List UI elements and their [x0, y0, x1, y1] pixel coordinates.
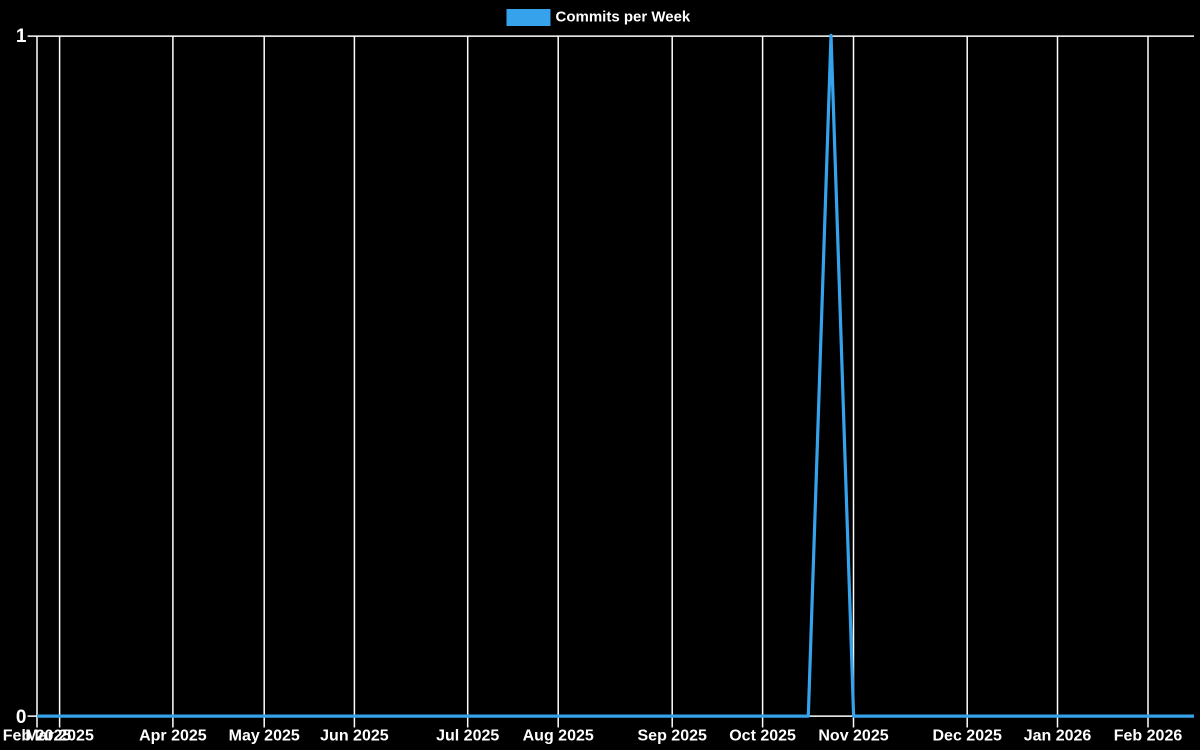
svg-text:May 2025: May 2025	[229, 728, 300, 745]
svg-text:Commits per Week: Commits per Week	[556, 8, 691, 25]
svg-text:Mar 2025: Mar 2025	[25, 728, 94, 745]
svg-text:Oct 2025: Oct 2025	[729, 728, 796, 745]
svg-text:Dec 2025: Dec 2025	[933, 728, 1002, 745]
svg-text:Apr 2025: Apr 2025	[139, 728, 207, 745]
svg-text:Jan 2026: Jan 2026	[1024, 728, 1092, 745]
svg-text:Feb 2026: Feb 2026	[1114, 728, 1183, 745]
svg-text:1: 1	[16, 26, 27, 47]
svg-text:Sep 2025: Sep 2025	[638, 728, 707, 745]
svg-text:0: 0	[16, 707, 27, 728]
svg-text:Jul 2025: Jul 2025	[436, 728, 499, 745]
svg-text:Jun 2025: Jun 2025	[320, 728, 389, 745]
svg-text:Aug 2025: Aug 2025	[523, 728, 594, 745]
svg-text:Feb 2025: Feb 2025	[3, 728, 72, 745]
svg-text:Nov 2025: Nov 2025	[818, 728, 888, 745]
